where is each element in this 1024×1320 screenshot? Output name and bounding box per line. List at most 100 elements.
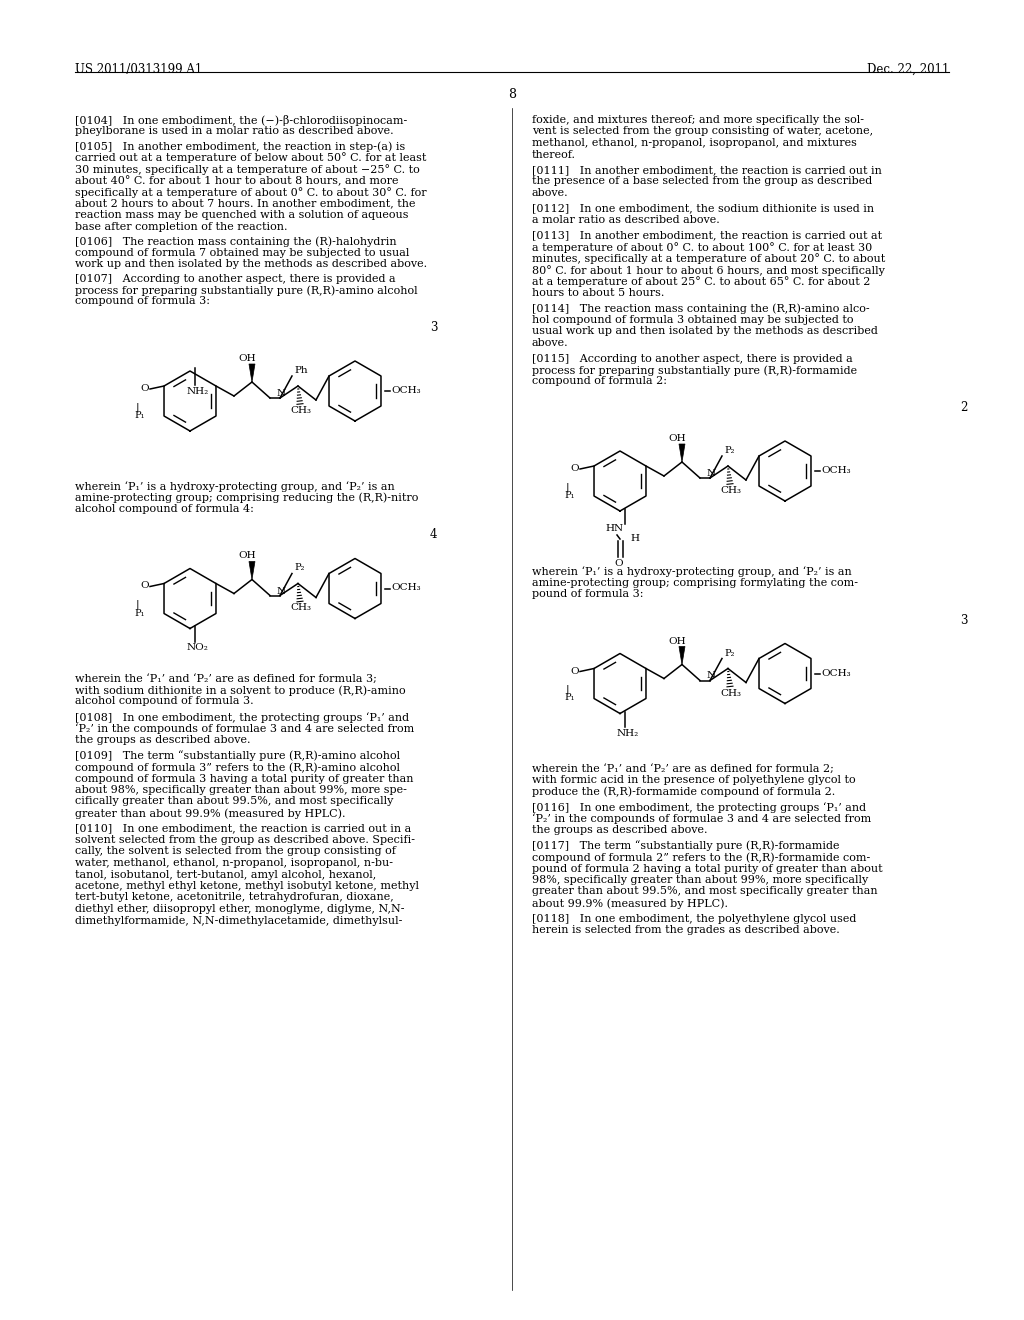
Text: a temperature of about 0° C. to about 100° C. for at least 30: a temperature of about 0° C. to about 10…	[532, 242, 872, 253]
Text: N: N	[707, 469, 716, 478]
Text: N: N	[707, 672, 716, 681]
Text: NH₂: NH₂	[187, 387, 209, 396]
Text: herein is selected from the grades as described above.: herein is selected from the grades as de…	[532, 925, 840, 935]
Text: work up and then isolated by the methods as described above.: work up and then isolated by the methods…	[75, 259, 427, 269]
Text: US 2011/0313199 A1: US 2011/0313199 A1	[75, 63, 203, 77]
Text: wherein ‘P₁’ is a hydroxy-protecting group, and ‘P₂’ is an: wherein ‘P₁’ is a hydroxy-protecting gro…	[532, 566, 852, 577]
Text: O: O	[570, 465, 579, 473]
Text: CH₃: CH₃	[290, 603, 311, 612]
Text: compound of formula 3 having a total purity of greater than: compound of formula 3 having a total pur…	[75, 774, 414, 784]
Text: 80° C. for about 1 hour to about 6 hours, and most specifically: 80° C. for about 1 hour to about 6 hours…	[532, 265, 885, 276]
Text: 30 minutes, specifically at a temperature of about −25° C. to: 30 minutes, specifically at a temperatur…	[75, 164, 420, 174]
Text: H: H	[630, 535, 639, 543]
Text: [0111]   In another embodiment, the reaction is carried out in: [0111] In another embodiment, the reacti…	[532, 165, 882, 176]
Text: Ph: Ph	[294, 366, 307, 375]
Text: 8: 8	[508, 88, 516, 102]
Polygon shape	[679, 647, 685, 664]
Text: O: O	[140, 582, 148, 590]
Text: [0110]   In one embodiment, the reaction is carried out in a: [0110] In one embodiment, the reaction i…	[75, 824, 412, 833]
Text: 98%, specifically greater than about 99%, more specifically: 98%, specifically greater than about 99%…	[532, 875, 868, 884]
Text: N: N	[276, 586, 286, 595]
Text: above.: above.	[532, 187, 568, 198]
Text: [0113]   In another embodiment, the reaction is carried out at: [0113] In another embodiment, the reacti…	[532, 231, 882, 240]
Text: [0108]   In one embodiment, the protecting groups ‘P₁’ and: [0108] In one embodiment, the protecting…	[75, 711, 410, 723]
Text: P₂: P₂	[724, 446, 734, 455]
Text: [0116]   In one embodiment, the protecting groups ‘P₁’ and: [0116] In one embodiment, the protecting…	[532, 803, 866, 813]
Text: compound of formula 2:: compound of formula 2:	[532, 376, 667, 387]
Text: water, methanol, ethanol, n-propanol, isopropanol, n-bu-: water, methanol, ethanol, n-propanol, is…	[75, 858, 393, 869]
Text: compound of formula 2” refers to the (R,R)-formamide com-: compound of formula 2” refers to the (R,…	[532, 851, 870, 862]
Text: OH: OH	[668, 636, 686, 645]
Text: wherein the ‘P₁’ and ‘P₂’ are as defined for formula 3;: wherein the ‘P₁’ and ‘P₂’ are as defined…	[75, 673, 377, 684]
Text: O: O	[140, 384, 148, 393]
Text: cifically greater than about 99.5%, and most specifically: cifically greater than about 99.5%, and …	[75, 796, 393, 807]
Text: O: O	[570, 667, 579, 676]
Text: tanol, isobutanol, tert-butanol, amyl alcohol, hexanol,: tanol, isobutanol, tert-butanol, amyl al…	[75, 870, 376, 879]
Text: 3: 3	[961, 614, 968, 627]
Text: carried out at a temperature of below about 50° C. for at least: carried out at a temperature of below ab…	[75, 153, 426, 164]
Text: OCH₃: OCH₃	[391, 583, 421, 593]
Text: process for preparing substantially pure (R,R)-formamide: process for preparing substantially pure…	[532, 366, 857, 376]
Text: OH: OH	[238, 354, 256, 363]
Polygon shape	[249, 561, 255, 579]
Text: alcohol compound of formula 3.: alcohol compound of formula 3.	[75, 697, 254, 706]
Text: 4: 4	[430, 528, 437, 541]
Text: |: |	[136, 403, 139, 412]
Text: |: |	[566, 685, 569, 694]
Text: P₂: P₂	[724, 648, 734, 657]
Text: about 40° C. for about 1 hour to about 8 hours, and more: about 40° C. for about 1 hour to about 8…	[75, 176, 398, 186]
Text: P₂: P₂	[294, 564, 304, 573]
Text: [0115]   According to another aspect, there is provided a: [0115] According to another aspect, ther…	[532, 354, 853, 363]
Text: OCH₃: OCH₃	[821, 466, 851, 475]
Text: vent is selected from the group consisting of water, acetone,: vent is selected from the group consisti…	[532, 127, 873, 136]
Text: hours to about 5 hours.: hours to about 5 hours.	[532, 288, 665, 298]
Text: alcohol compound of formula 4:: alcohol compound of formula 4:	[75, 504, 254, 513]
Text: cally, the solvent is selected from the group consisting of: cally, the solvent is selected from the …	[75, 846, 396, 857]
Polygon shape	[249, 364, 255, 381]
Text: Dec. 22, 2011: Dec. 22, 2011	[866, 63, 949, 77]
Text: CH₃: CH₃	[720, 689, 741, 697]
Text: [0114]   The reaction mass containing the (R,R)-amino alco-: [0114] The reaction mass containing the …	[532, 304, 869, 314]
Text: 3: 3	[430, 321, 437, 334]
Text: [0117]   The term “substantially pure (R,R)-formamide: [0117] The term “substantially pure (R,R…	[532, 841, 840, 851]
Text: [0109]   The term “substantially pure (R,R)-amino alcohol: [0109] The term “substantially pure (R,R…	[75, 751, 400, 762]
Text: wherein the ‘P₁’ and ‘P₂’ are as defined for formula 2;: wherein the ‘P₁’ and ‘P₂’ are as defined…	[532, 763, 834, 774]
Text: hol compound of formula 3 obtained may be subjected to: hol compound of formula 3 obtained may b…	[532, 315, 853, 325]
Text: OH: OH	[668, 434, 686, 444]
Text: O: O	[614, 558, 623, 568]
Text: compound of formula 3” refers to the (R,R)-amino alcohol: compound of formula 3” refers to the (R,…	[75, 762, 400, 772]
Text: [0112]   In one embodiment, the sodium dithionite is used in: [0112] In one embodiment, the sodium dit…	[532, 203, 874, 214]
Text: base after completion of the reaction.: base after completion of the reaction.	[75, 222, 288, 231]
Text: [0118]   In one embodiment, the polyethylene glycol used: [0118] In one embodiment, the polyethyle…	[532, 913, 856, 924]
Text: wherein ‘P₁’ is a hydroxy-protecting group, and ‘P₂’ is an: wherein ‘P₁’ is a hydroxy-protecting gro…	[75, 480, 394, 492]
Text: the groups as described above.: the groups as described above.	[75, 735, 251, 744]
Text: with formic acid in the presence of polyethylene glycol to: with formic acid in the presence of poly…	[532, 775, 856, 785]
Text: about 99.9% (measured by HPLC).: about 99.9% (measured by HPLC).	[532, 898, 728, 908]
Text: compound of formula 7 obtained may be subjected to usual: compound of formula 7 obtained may be su…	[75, 248, 410, 257]
Text: amine-protecting group; comprising reducing the (R,R)-nitro: amine-protecting group; comprising reduc…	[75, 492, 419, 503]
Text: compound of formula 3:: compound of formula 3:	[75, 297, 210, 306]
Text: tert-butyl ketone, acetonitrile, tetrahydrofuran, dioxane,: tert-butyl ketone, acetonitrile, tetrahy…	[75, 892, 394, 903]
Text: greater than about 99.9% (measured by HPLC).: greater than about 99.9% (measured by HP…	[75, 808, 345, 818]
Text: P₁: P₁	[134, 609, 144, 618]
Text: ‘P₂’ in the compounds of formulae 3 and 4 are selected from: ‘P₂’ in the compounds of formulae 3 and …	[75, 723, 415, 734]
Text: dimethylformamide, N,N-dimethylacetamide, dimethylsul-: dimethylformamide, N,N-dimethylacetamide…	[75, 916, 402, 925]
Text: at a temperature of about 25° C. to about 65° C. for about 2: at a temperature of about 25° C. to abou…	[532, 276, 870, 288]
Text: P₁: P₁	[564, 491, 574, 500]
Text: |: |	[136, 599, 139, 609]
Text: foxide, and mixtures thereof; and more specifically the sol-: foxide, and mixtures thereof; and more s…	[532, 115, 864, 125]
Text: thereof.: thereof.	[532, 149, 575, 160]
Text: [0107]   According to another aspect, there is provided a: [0107] According to another aspect, ther…	[75, 273, 395, 284]
Text: NO₂: NO₂	[187, 644, 209, 652]
Text: N: N	[276, 389, 286, 399]
Text: P₁: P₁	[564, 693, 574, 702]
Text: CH₃: CH₃	[720, 486, 741, 495]
Text: minutes, specifically at a temperature of about 20° C. to about: minutes, specifically at a temperature o…	[532, 253, 886, 264]
Text: the presence of a base selected from the group as described: the presence of a base selected from the…	[532, 177, 872, 186]
Text: [0105]   In another embodiment, the reaction in step-(a) is: [0105] In another embodiment, the reacti…	[75, 141, 406, 152]
Text: OCH₃: OCH₃	[391, 385, 421, 395]
Text: pheylborane is used in a molar ratio as described above.: pheylborane is used in a molar ratio as …	[75, 127, 393, 136]
Text: produce the (R,R)-formamide compound of formula 2.: produce the (R,R)-formamide compound of …	[532, 787, 836, 797]
Text: NH₂: NH₂	[617, 729, 639, 738]
Text: P₁: P₁	[134, 411, 144, 420]
